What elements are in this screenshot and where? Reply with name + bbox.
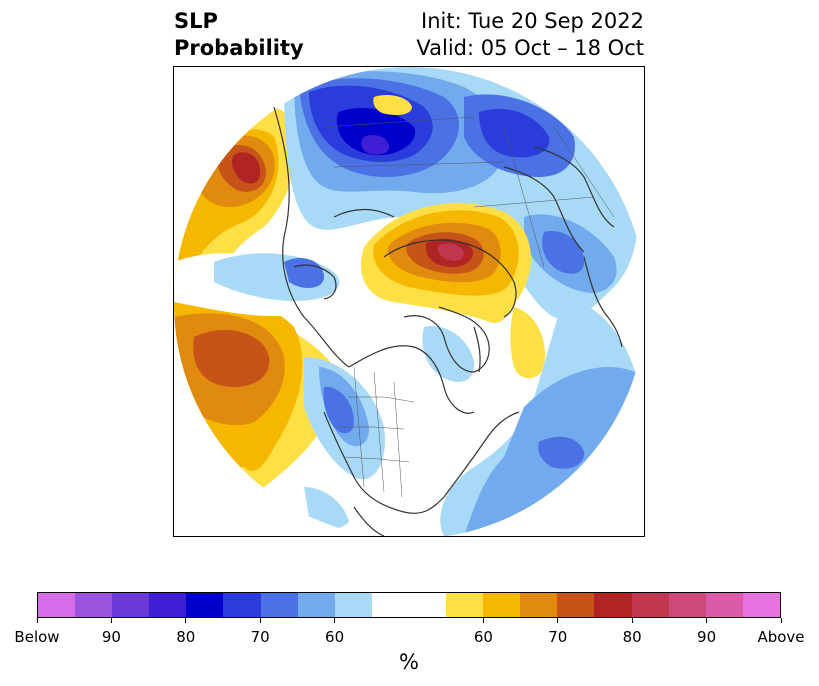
colorbar-tickmark	[706, 618, 708, 623]
variable-title: SLP	[174, 9, 218, 33]
colorbar-tickmark	[259, 618, 261, 623]
colorbar-tickmark	[36, 618, 38, 623]
colorbar-tick-label: 60	[473, 628, 493, 646]
colorbar-tickmark	[631, 618, 633, 623]
colorbar-tick-label: Above	[757, 628, 805, 646]
colorbar-segment	[631, 593, 669, 617]
colorbar-segment	[594, 593, 632, 617]
colorbar-segment	[742, 593, 780, 617]
probability-field	[174, 67, 644, 536]
colorbar-segment	[371, 593, 409, 617]
borders	[323, 116, 615, 498]
colorbar-tickmark	[185, 618, 187, 623]
colorbar-tick-label: 70	[548, 628, 568, 646]
colorbar-segment	[668, 593, 706, 617]
polar-map	[174, 67, 644, 536]
colorbar-segment	[186, 593, 224, 617]
colorbar-tickmark	[110, 618, 112, 623]
variable-subtitle: Probability	[174, 36, 304, 60]
colorbar-tick-label: 90	[101, 628, 121, 646]
colorbar-segment	[75, 593, 113, 617]
colorbar-tick-label: 80	[622, 628, 642, 646]
colorbar-tick-label: 80	[176, 628, 196, 646]
colorbar-segment	[112, 593, 150, 617]
title-left: SLP Probability	[174, 8, 304, 62]
colorbar-segment	[705, 593, 743, 617]
colorbar	[37, 592, 781, 618]
colorbar-unit: %	[399, 650, 419, 674]
colorbar-segment	[38, 593, 76, 617]
colorbar-segment	[520, 593, 558, 617]
colorbar-segment	[334, 593, 372, 617]
colorbar-segment	[446, 593, 484, 617]
colorbar-segment	[408, 593, 447, 617]
map-panel	[173, 66, 645, 537]
colorbar-tick-label: Below	[14, 628, 60, 646]
colorbar-segment	[557, 593, 595, 617]
colorbar-tick-label: 60	[325, 628, 345, 646]
colorbar-tickmark	[557, 618, 559, 623]
colorbar-segment	[260, 593, 298, 617]
colorbar-tickmark	[780, 618, 782, 623]
valid-range: Valid: 05 Oct – 18 Oct	[416, 36, 644, 60]
title-right: Init: Tue 20 Sep 2022 Valid: 05 Oct – 18…	[416, 8, 644, 62]
colorbar-tickmark	[482, 618, 484, 623]
colorbar-segment	[483, 593, 521, 617]
colorbar-segment	[223, 593, 261, 617]
colorbar-segment	[297, 593, 335, 617]
coastlines	[273, 106, 623, 536]
colorbar-tick-label: 70	[250, 628, 270, 646]
colorbar-tick-label: 90	[697, 628, 717, 646]
init-date: Init: Tue 20 Sep 2022	[421, 9, 644, 33]
colorbar-tickmark	[334, 618, 336, 623]
colorbar-segment	[149, 593, 187, 617]
